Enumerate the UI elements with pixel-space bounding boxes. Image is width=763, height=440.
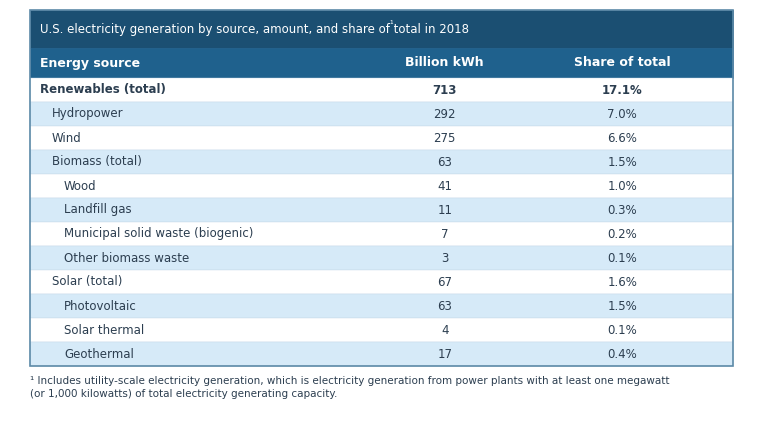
Bar xyxy=(30,222,733,246)
Text: 1.0%: 1.0% xyxy=(607,180,637,192)
Text: ¹: ¹ xyxy=(389,19,393,29)
Text: Biomass (total): Biomass (total) xyxy=(52,155,142,169)
Text: Photovoltaic: Photovoltaic xyxy=(64,300,137,312)
Text: 292: 292 xyxy=(433,107,456,121)
Bar xyxy=(30,48,733,78)
Text: Geothermal: Geothermal xyxy=(64,348,134,360)
Text: ¹ Includes utility-scale electricity generation, which is electricity generation: ¹ Includes utility-scale electricity gen… xyxy=(30,376,669,386)
Text: 11: 11 xyxy=(437,203,452,216)
Bar xyxy=(30,198,733,222)
Text: Energy source: Energy source xyxy=(40,56,140,70)
Text: 67: 67 xyxy=(437,275,452,289)
Bar xyxy=(30,126,733,150)
Text: 1.5%: 1.5% xyxy=(607,155,637,169)
Text: Solar (total): Solar (total) xyxy=(52,275,122,289)
Bar xyxy=(30,342,733,366)
Text: 0.1%: 0.1% xyxy=(607,252,637,264)
Text: 7: 7 xyxy=(441,227,449,241)
Text: Renewables (total): Renewables (total) xyxy=(40,84,166,96)
Bar xyxy=(30,10,733,366)
Bar xyxy=(30,10,733,48)
Text: Solar thermal: Solar thermal xyxy=(64,323,144,337)
Text: U.S. electricity generation by source, amount, and share of total in 2018: U.S. electricity generation by source, a… xyxy=(40,22,469,36)
Text: 17.1%: 17.1% xyxy=(602,84,642,96)
Bar xyxy=(30,318,733,342)
Text: Wood: Wood xyxy=(64,180,97,192)
Text: 4: 4 xyxy=(441,323,449,337)
Text: 0.4%: 0.4% xyxy=(607,348,637,360)
Text: 0.1%: 0.1% xyxy=(607,323,637,337)
Bar xyxy=(30,246,733,270)
Text: Share of total: Share of total xyxy=(574,56,671,70)
Bar xyxy=(30,174,733,198)
Text: 41: 41 xyxy=(437,180,452,192)
Text: 63: 63 xyxy=(437,300,452,312)
Text: (or 1,000 kilowatts) of total electricity generating capacity.: (or 1,000 kilowatts) of total electricit… xyxy=(30,389,337,399)
Text: 17: 17 xyxy=(437,348,452,360)
Text: Hydropower: Hydropower xyxy=(52,107,124,121)
Text: 3: 3 xyxy=(441,252,449,264)
Text: Billion kWh: Billion kWh xyxy=(405,56,484,70)
Text: Wind: Wind xyxy=(52,132,82,144)
Bar xyxy=(30,150,733,174)
Text: 6.6%: 6.6% xyxy=(607,132,637,144)
Text: 713: 713 xyxy=(433,84,457,96)
Text: Landfill gas: Landfill gas xyxy=(64,203,132,216)
Bar xyxy=(30,102,733,126)
Text: 63: 63 xyxy=(437,155,452,169)
Text: 0.3%: 0.3% xyxy=(607,203,637,216)
Text: 275: 275 xyxy=(433,132,456,144)
Text: Other biomass waste: Other biomass waste xyxy=(64,252,189,264)
Text: 7.0%: 7.0% xyxy=(607,107,637,121)
Text: 0.2%: 0.2% xyxy=(607,227,637,241)
Bar xyxy=(30,294,733,318)
Text: 1.6%: 1.6% xyxy=(607,275,637,289)
Bar xyxy=(30,270,733,294)
Text: Municipal solid waste (biogenic): Municipal solid waste (biogenic) xyxy=(64,227,253,241)
Text: 1.5%: 1.5% xyxy=(607,300,637,312)
Bar xyxy=(30,78,733,102)
